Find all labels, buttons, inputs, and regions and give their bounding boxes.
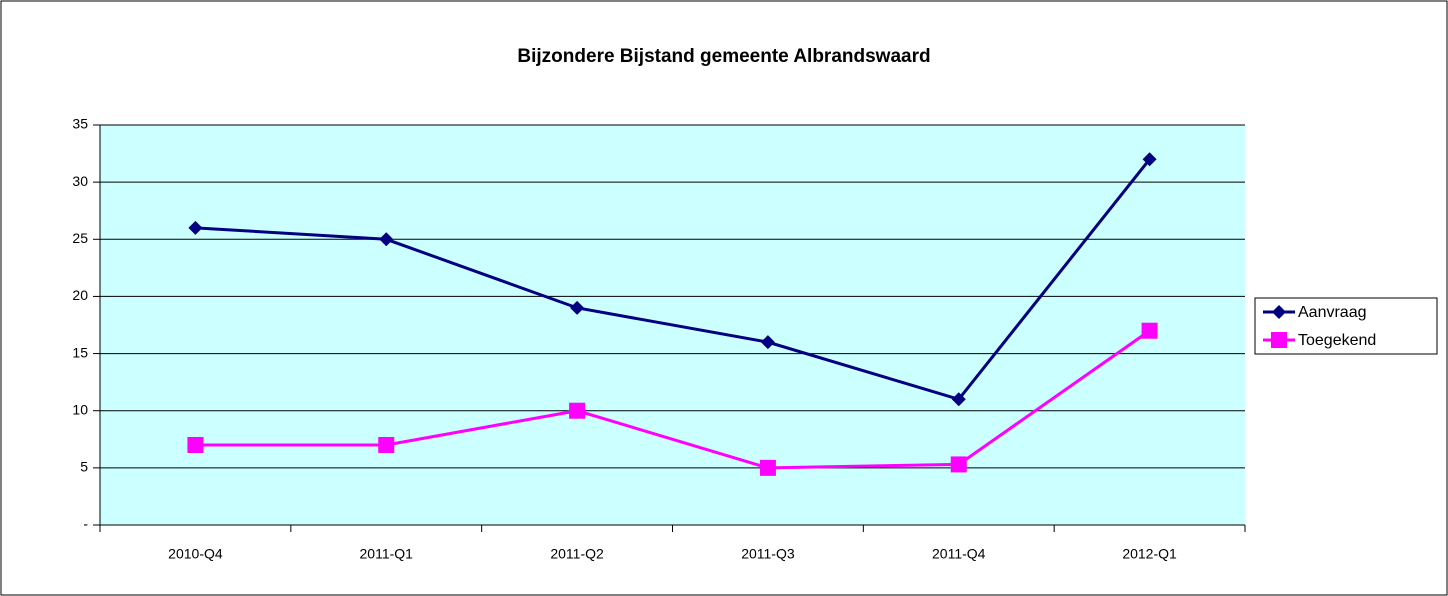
x-tick-label: 2012-Q1 [1122, 546, 1177, 562]
x-tick-label: 2011-Q3 [741, 546, 795, 562]
legend-label: Toegekend [1298, 332, 1376, 349]
y-tick-label: 15 [72, 344, 88, 360]
point [951, 392, 966, 407]
x-tick-label: 2011-Q2 [550, 546, 604, 562]
y-tick-label: 25 [72, 230, 88, 246]
point [1142, 152, 1157, 167]
x-tick-label: 2011-Q1 [360, 546, 414, 562]
x-tick-label: 2010-Q4 [168, 546, 223, 562]
legend-marker [1272, 305, 1286, 319]
point [378, 437, 395, 453]
y-tick-label: 20 [72, 287, 88, 303]
y-tick-label: 35 [72, 116, 88, 132]
y-tick-label: - [83, 516, 88, 532]
legend-marker [1271, 332, 1287, 348]
y-tick-label: 5 [80, 459, 88, 475]
point [187, 437, 204, 453]
point [570, 300, 585, 315]
point [760, 335, 775, 350]
point [759, 459, 776, 476]
point [1141, 322, 1158, 339]
legend-label: Aanvraag [1298, 304, 1367, 321]
point [569, 402, 586, 419]
y-tick-label: 30 [72, 173, 88, 189]
y-tick-label: 10 [72, 401, 88, 417]
point [379, 232, 394, 247]
series-line [195, 329, 1151, 470]
series-line [195, 158, 1151, 402]
chart-title: Bijzondere Bijstand gemeente Albrandswaa… [517, 46, 930, 67]
legend-box [1254, 297, 1438, 355]
x-tick-label: 2011-Q4 [932, 546, 986, 562]
point [188, 220, 203, 235]
point [950, 456, 967, 473]
